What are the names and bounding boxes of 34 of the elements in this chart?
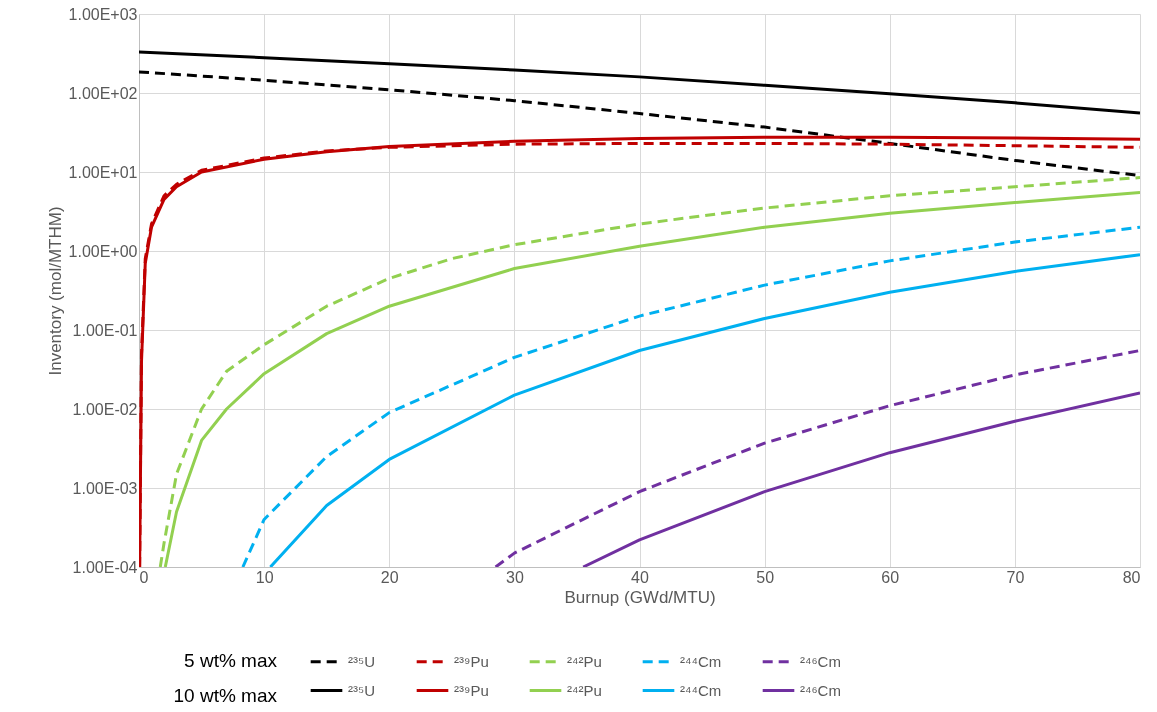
text: 10 wt% max xyxy=(173,685,278,706)
x-tick-label: 40 xyxy=(631,568,649,586)
y-tick-label: 1.00E+03 xyxy=(68,5,138,23)
y-tick-label: 1.00E-02 xyxy=(72,400,138,418)
legend-label: ²⁴⁶Cm xyxy=(800,652,841,670)
legend-label: ²³⁹Pu xyxy=(454,652,489,670)
line-series xyxy=(581,391,1140,567)
legend-label: ²⁴⁶Cm xyxy=(800,681,841,699)
legend-label: ²³⁵U xyxy=(348,681,376,699)
y-tick-label: 1.00E-01 xyxy=(72,321,138,339)
y-tick-label: 1.00E-04 xyxy=(72,558,138,576)
legend-label: ²⁴⁴Cm xyxy=(680,652,722,670)
x-tick-label: 50 xyxy=(756,568,775,586)
line-series xyxy=(494,349,1140,567)
line-series xyxy=(139,50,1140,115)
y-axis-title: Inventory (mol/MTHM) xyxy=(45,206,65,376)
x-tick-label: 60 xyxy=(881,568,900,586)
y-tick-label: 1.00E-03 xyxy=(72,479,138,497)
legend-label: ²⁴²Pu xyxy=(567,681,602,699)
y-tick-label: 1.00E+01 xyxy=(68,163,138,181)
x-tick-label: 20 xyxy=(380,568,399,586)
x-tick-label: 0 xyxy=(139,568,149,586)
x-tick-label: 10 xyxy=(255,568,274,586)
x-axis-title: Burnup (GWd/MTU) xyxy=(564,587,716,607)
x-tick-label: 30 xyxy=(505,568,524,586)
y-tick-label: 1.00E+02 xyxy=(68,84,138,102)
y-tick-label: 1.00E+00 xyxy=(68,242,138,260)
legend-label: ²⁴²Pu xyxy=(567,652,602,670)
x-tick-label: 70 xyxy=(1006,568,1025,586)
legend-label: ²⁴⁴Cm xyxy=(680,681,722,699)
text: 5 wt% max xyxy=(184,650,278,671)
legend-label: ²³⁹Pu xyxy=(454,681,489,699)
x-tick-label: 80 xyxy=(1122,568,1141,586)
legend-label: ²³⁵U xyxy=(348,652,376,670)
